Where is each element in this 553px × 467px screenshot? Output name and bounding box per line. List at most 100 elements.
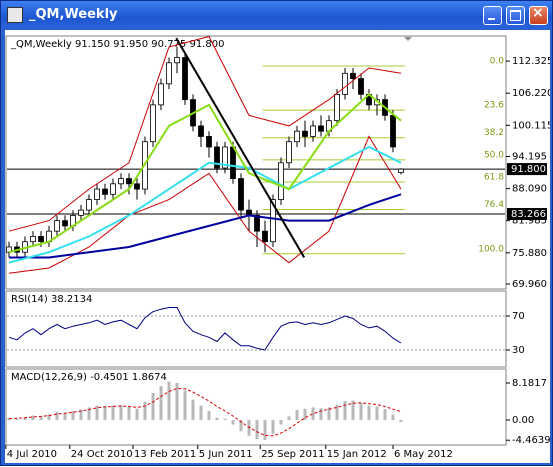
fibo-label: 38.2 [484,128,504,138]
candle-body [214,146,220,169]
rsi-panel [5,290,507,368]
candle-body [118,178,124,185]
candle-body [182,57,188,101]
trend-line [175,37,306,259]
candle-body [350,72,356,79]
y-tick-label: 30 [512,345,525,356]
macd-bar [247,420,251,436]
macd-bar [159,386,163,421]
macd-bar [295,410,299,421]
candle-body [134,183,140,190]
candle-body [174,57,180,64]
candle-body [38,236,44,243]
price-marker [507,207,547,220]
macd-bar [63,412,67,421]
macd-bar [367,405,371,421]
price-marker [507,163,547,176]
fibo-label: 76.4 [484,200,504,210]
macd-bar [263,420,267,440]
candle-body [86,199,92,211]
macd-bar [87,407,91,421]
macd-bar [271,420,275,434]
macd-bar [351,400,355,421]
macd-bar [223,418,227,421]
macd-bar [399,420,403,423]
indicator-line [8,135,402,274]
indicator-line [8,35,402,232]
indicator-line [9,193,402,259]
macd-bar [111,405,115,421]
macd-bar [255,420,259,440]
candle-body [294,130,300,143]
macd-bar [103,406,107,421]
macd-bar [335,404,339,421]
price-marker-label: 91.800 [511,164,546,175]
macd-bar [391,414,395,421]
macd-bar [231,420,235,425]
macd-bar [207,410,211,421]
fibo-label: 50.0 [484,150,504,160]
candle-body [6,246,12,253]
candle-body [54,220,60,232]
candle-body [254,214,260,232]
macd-bar [135,408,139,421]
candle-body [358,78,364,95]
candle-body [398,168,404,173]
indicator-line [8,145,402,264]
indicator-line [8,93,402,254]
candle-body [318,125,324,132]
candle-body [102,188,108,195]
window-icon [7,7,23,23]
candle-body [198,125,204,137]
macd-bar [175,382,179,421]
macd-bar [183,390,187,421]
candle-body [310,125,316,137]
candle-body [126,178,132,185]
close-button[interactable]: × [529,5,548,25]
macd-bar [31,415,35,421]
fibo-label: 100.0 [478,244,504,254]
x-tick-label: 6 May 2012 [394,449,453,460]
macd-bar [375,406,379,421]
candle-body [390,115,396,148]
candle-body [78,209,84,216]
fibo-label: 0.0 [490,56,505,66]
candle-body [230,146,236,179]
y-tick-label: 81.985 [512,216,547,227]
macd-bar [151,392,155,421]
rsi-line [8,307,402,351]
x-tick-label: 15 Jan 2012 [327,449,387,460]
macd-bar [95,405,99,421]
candle-body [278,162,284,200]
y-tick-label: 100.115 [512,120,550,131]
panel-title: MACD(12,26,9) -0.4501 1.8674 [11,372,167,383]
macd-bar [127,406,131,421]
fibo-label: 23.6 [484,101,504,111]
title-bar: _QM,Weekly × [1,1,552,29]
x-tick-label: 5 Jun 2011 [199,449,253,460]
candle-body [206,136,212,148]
fibo-label: 61.8 [484,173,504,183]
candle-body [158,83,164,106]
x-tick-label: 25 Sep 2011 [261,449,324,460]
macd-bar [79,409,83,421]
macd-bar [191,399,195,421]
y-tick-label: 112.325 [512,56,550,67]
candle-body [94,188,100,200]
minimize-button[interactable] [483,6,502,25]
panel-title: _QM,Weekly 91.150 91.950 90.775 91.800 [10,39,224,50]
y-tick-label: 75.880 [512,248,547,259]
macd-bar [303,408,307,421]
macd-bar [55,411,59,421]
macd-bar [343,401,347,421]
maximize-button[interactable] [506,6,525,25]
candle-body [150,104,156,143]
macd-bar [119,405,123,421]
main-panel [5,35,507,290]
candle-body [222,146,228,169]
price-marker-label: 83.266 [511,209,546,220]
candle-body [270,199,276,243]
macd-bar [167,381,171,421]
macd-bar [311,407,315,421]
